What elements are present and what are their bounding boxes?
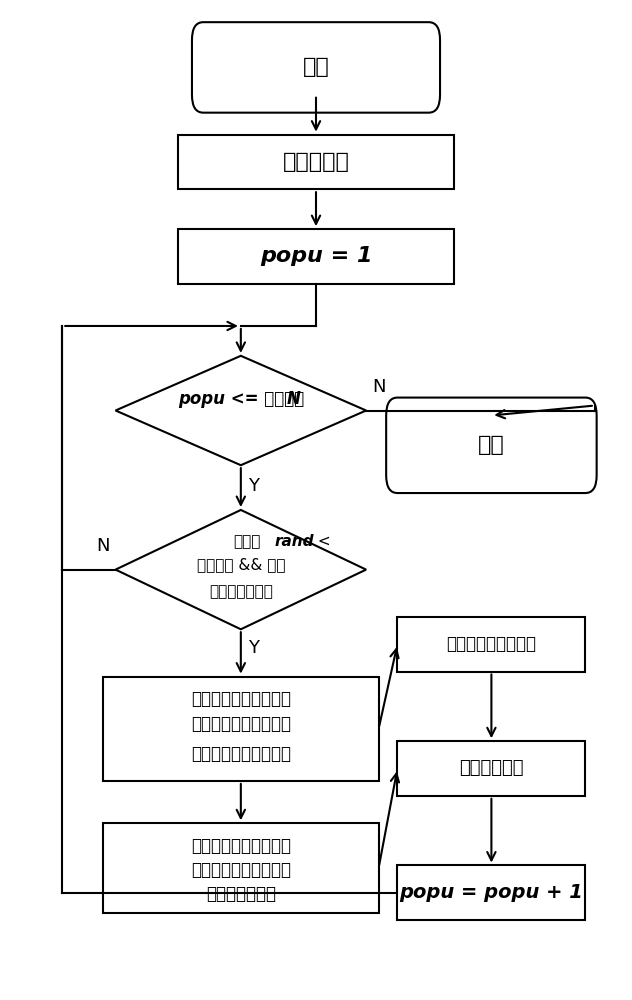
Bar <box>103 677 379 781</box>
Text: 将最优个体整体看成疫: 将最优个体整体看成疫 <box>191 690 291 708</box>
FancyBboxPatch shape <box>192 22 440 113</box>
Text: 结束: 结束 <box>478 435 505 455</box>
Text: 从原始个体、在不同基: 从原始个体、在不同基 <box>191 837 291 855</box>
Text: 免疫概率 && 该个: 免疫概率 && 该个 <box>197 557 285 572</box>
Text: 因位注射疫苗后的个体: 因位注射疫苗后的个体 <box>191 861 291 879</box>
Text: N: N <box>372 378 386 396</box>
Text: 取下一个个体: 取下一个个体 <box>459 760 524 778</box>
FancyBboxPatch shape <box>386 398 597 493</box>
Polygon shape <box>116 510 366 629</box>
Bar <box>178 229 454 284</box>
Text: N: N <box>287 390 301 408</box>
Text: 体不是最优个体: 体不是最优个体 <box>209 584 273 599</box>
Text: Y: Y <box>248 639 259 657</box>
Text: popu <= 种群规模: popu <= 种群规模 <box>178 390 304 408</box>
Text: 个基因位进行疫苗注射: 个基因位进行疫苗注射 <box>191 745 291 763</box>
Text: 随机数: 随机数 <box>233 534 261 549</box>
Text: 中选择较优个体: 中选择较优个体 <box>206 885 276 903</box>
Bar <box>398 741 585 796</box>
Text: popu = 1: popu = 1 <box>260 246 372 266</box>
Polygon shape <box>116 356 366 465</box>
Text: popu = popu + 1: popu = popu + 1 <box>399 883 583 902</box>
Bar <box>178 135 454 189</box>
Text: rand: rand <box>274 534 314 549</box>
Text: 取初始个体: 取初始个体 <box>283 152 349 172</box>
Text: 选择个体代替原个体: 选择个体代替原个体 <box>446 635 537 653</box>
Text: 开始: 开始 <box>303 57 329 77</box>
Bar <box>103 823 379 913</box>
Text: 苗，分别对该个体的每: 苗，分别对该个体的每 <box>191 715 291 733</box>
Text: <: < <box>313 534 331 549</box>
Text: Y: Y <box>248 477 259 495</box>
Text: N: N <box>96 537 109 555</box>
Bar <box>398 617 585 672</box>
Bar <box>398 865 585 920</box>
